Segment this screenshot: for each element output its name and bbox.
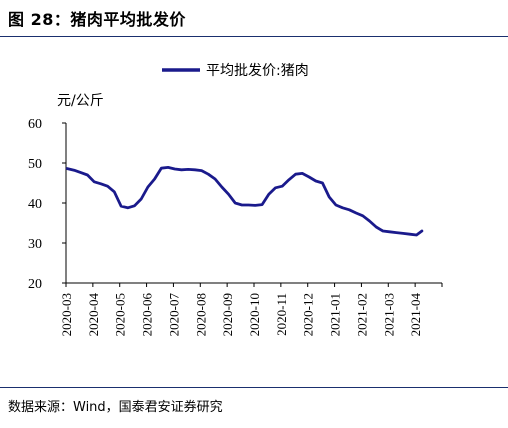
x-tick-label: 2020-07 [166, 293, 181, 337]
x-tick-label: 2020-11 [274, 293, 289, 336]
legend: 平均批发价:猪肉 [162, 63, 309, 79]
x-tick-label: 2020-12 [301, 293, 316, 336]
data-source: 数据来源：Wind，国泰君安证券研究 [8, 400, 223, 415]
x-tick-label: 2021-02 [354, 293, 369, 336]
x-tick-label: 2020-06 [140, 293, 155, 337]
y-tick-label: 20 [28, 277, 42, 292]
x-tick-label: 2021-01 [328, 293, 343, 336]
x-tick-label: 2020-05 [113, 293, 128, 336]
figure-title: 图 28：猪肉平均批发价 [8, 10, 186, 29]
bottom-rule [0, 387, 508, 388]
x-axis: 2020-03 2020-04 2020-05 2020-06 2020-07 2020-… [59, 282, 443, 337]
y-tick-label: 40 [28, 197, 42, 212]
x-tick-label: 2020-08 [193, 293, 208, 336]
top-rule [0, 36, 508, 37]
y-tick-label: 30 [28, 237, 42, 252]
x-tick-label: 2020-03 [59, 293, 74, 336]
x-tick-label: 2021-04 [408, 293, 423, 337]
y-tick-label: 60 [28, 117, 42, 132]
x-tick-label: 2020-09 [220, 293, 235, 336]
y-axis-unit: 元/公斤 [57, 93, 104, 109]
x-tick-label: 2021-03 [381, 293, 396, 336]
y-axis: 元/公斤 20 30 40 50 60 [28, 93, 104, 292]
series-line [65, 166, 424, 237]
x-tick-label: 2020-10 [247, 293, 262, 336]
y-tick-label: 50 [28, 157, 42, 172]
legend-label: 平均批发价:猪肉 [206, 63, 309, 79]
x-tick-label: 2020-04 [86, 293, 101, 337]
plot-area [65, 166, 424, 237]
